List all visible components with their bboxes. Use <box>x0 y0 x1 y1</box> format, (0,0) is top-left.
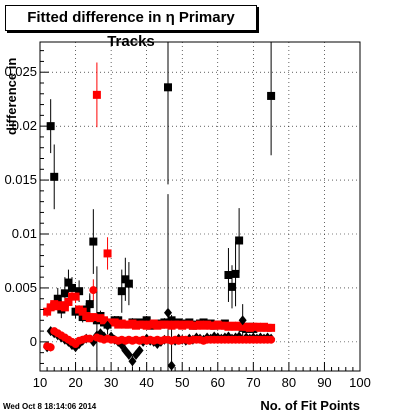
y-tick-label: 0.02 <box>12 118 37 133</box>
data-point-square <box>92 90 101 99</box>
data-point-square <box>103 249 112 258</box>
x-tick-label: 30 <box>104 375 118 390</box>
data-point-diamond <box>124 349 133 360</box>
data-point-square <box>89 313 98 322</box>
data-point-diamond <box>167 360 176 371</box>
y-tick-label: 0 <box>30 334 37 349</box>
y-tick-label: 0.015 <box>4 172 37 187</box>
data-point-square <box>60 289 69 298</box>
data-point-square <box>68 283 76 292</box>
data-point-square <box>124 279 133 288</box>
axis-ticks: 10 20 30 40 50 60 70 80 90 100 0 0.005 0.01 0.015 0.02… <box>4 50 371 390</box>
x-tick-label: 40 <box>139 375 153 390</box>
x-axis-label: No. of Fit Points <box>260 398 360 413</box>
data-point-circle <box>46 343 55 352</box>
data-point-square <box>267 91 276 100</box>
data-point-circle <box>85 334 94 343</box>
data-point-square <box>46 122 55 131</box>
data-point-square <box>89 237 98 246</box>
chart-title: Fitted difference in η Primary Tracks <box>5 5 257 50</box>
data-point-square <box>43 307 52 316</box>
x-tick-label: 80 <box>282 375 296 390</box>
plot-frame <box>39 41 361 372</box>
data-point-circle <box>89 286 98 295</box>
y-tick-label: 0.01 <box>12 226 37 241</box>
data-point-square <box>117 287 126 296</box>
data-point-diamond <box>128 356 137 367</box>
data-point-diamond <box>103 320 112 331</box>
data-point-square <box>267 323 276 332</box>
x-tick-label: 100 <box>349 375 371 390</box>
data-point-circle <box>267 335 276 344</box>
x-tick-label: 50 <box>175 375 189 390</box>
x-tick-label: 90 <box>317 375 331 390</box>
grid-lines <box>40 42 360 371</box>
data-point-square <box>78 307 87 316</box>
data-point-diamond <box>164 307 172 318</box>
x-tick-label: 20 <box>68 375 82 390</box>
data-point-square <box>224 270 233 279</box>
y-tick-label: 0.005 <box>4 280 37 295</box>
data-point-square <box>75 287 84 296</box>
y-axis-label: difference in <box>4 57 19 135</box>
data-point-square <box>60 303 69 312</box>
datestamp: Wed Oct 8 18:14:06 2014 <box>3 402 97 411</box>
data-point-square <box>53 294 62 303</box>
data-point-square <box>235 236 244 245</box>
data-point-square <box>71 292 80 301</box>
data-point-square <box>142 316 151 325</box>
data-point-square <box>231 269 240 278</box>
data-point-diamond <box>238 315 247 326</box>
data-point-diamond <box>85 299 94 310</box>
data-point-square <box>164 83 172 92</box>
data-point-square <box>50 172 59 181</box>
x-tick-label: 60 <box>211 375 225 390</box>
x-tick-label: 70 <box>246 375 260 390</box>
x-tick-label: 10 <box>33 375 47 390</box>
data-point-square <box>64 278 73 287</box>
data-point-square <box>228 282 236 291</box>
data-point-diamond <box>135 345 144 356</box>
data-point-square <box>121 275 130 284</box>
data-points <box>43 83 276 371</box>
y-tick-label: 0.025 <box>4 64 37 79</box>
data-point-square <box>64 297 73 306</box>
data-point-square <box>100 316 108 325</box>
